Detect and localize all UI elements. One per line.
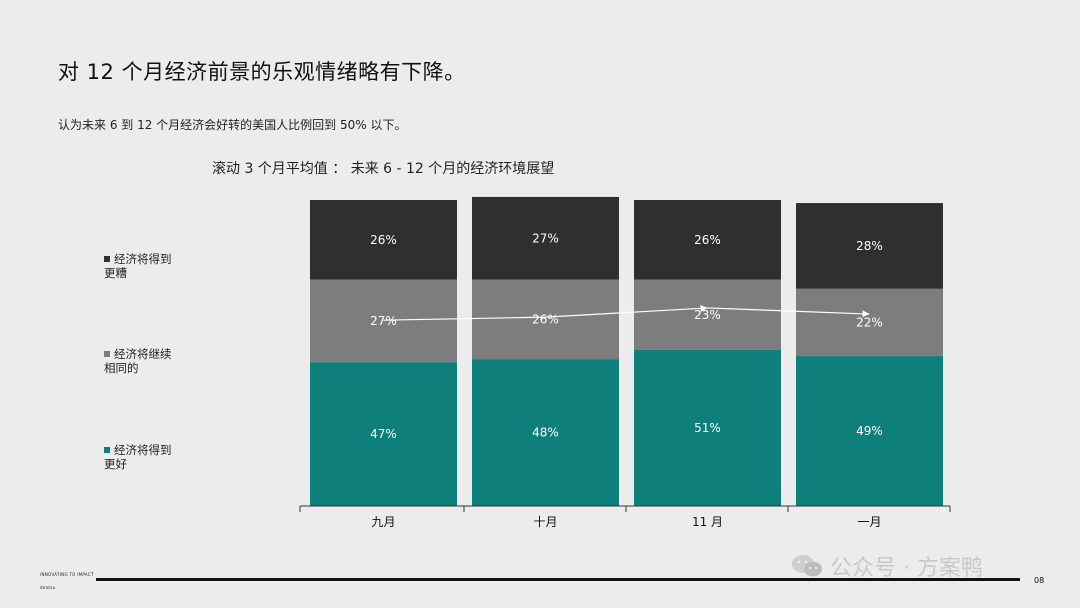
data-label: 26% bbox=[694, 233, 721, 247]
data-label: 47% bbox=[370, 427, 397, 441]
watermark: 公众号 · 方案鸭 bbox=[790, 550, 983, 582]
page-number: 08 bbox=[1034, 576, 1045, 585]
legend-item-same: 经济将继续 相同的 bbox=[104, 347, 204, 375]
bar-segment bbox=[472, 359, 619, 506]
data-label: 27% bbox=[532, 231, 559, 245]
legend-item-worse: 经济将得到 更糟 bbox=[104, 252, 204, 280]
trend-line bbox=[383, 307, 870, 321]
data-label: 51% bbox=[694, 421, 721, 435]
legend-item-better: 经济将得到 更好 bbox=[104, 443, 204, 471]
data-label: 49% bbox=[856, 424, 883, 438]
bar-segment bbox=[634, 349, 781, 506]
wechat-icon bbox=[792, 555, 822, 577]
bar-segment bbox=[472, 196, 619, 280]
brand-logo-text: dentsu bbox=[40, 585, 56, 590]
data-label: 26% bbox=[532, 312, 559, 326]
legend-label-worse: 经济将得到 更糟 bbox=[104, 252, 172, 280]
bar-segment bbox=[472, 279, 619, 360]
footer-rule bbox=[96, 578, 1020, 581]
data-label: 28% bbox=[856, 239, 883, 253]
legend-swatch-same bbox=[104, 351, 110, 357]
bar-segment bbox=[796, 288, 943, 357]
x-tick-label: 九月 bbox=[371, 515, 395, 529]
page-title: 对 12 个月经济前景的乐观情绪略有下降。 bbox=[58, 60, 466, 84]
watermark-text: 公众号 · 方案鸭 bbox=[830, 556, 983, 581]
x-tick-label: 11 月 bbox=[692, 515, 723, 529]
bar-segment bbox=[634, 279, 781, 350]
brand-tagline: INNOVATING TO IMPACT bbox=[40, 572, 94, 577]
trend-arrowhead bbox=[700, 304, 708, 312]
data-label: 26% bbox=[370, 233, 397, 247]
chart-title: 滚动 3 个月平均值 ： 未来 6 - 12 个月的经济环境展望 bbox=[212, 161, 555, 177]
bar-segment bbox=[310, 279, 457, 363]
bar-segment bbox=[796, 203, 943, 289]
bar-segment bbox=[310, 362, 457, 506]
page-subtitle: 认为未来 6 到 12 个月经济会好转的美国人比例回到 50% 以下。 bbox=[58, 118, 407, 132]
legend-label-better: 经济将得到 更好 bbox=[104, 443, 172, 471]
data-label: 48% bbox=[532, 426, 559, 440]
x-tick-label: 十月 bbox=[533, 515, 557, 529]
legend-swatch-better bbox=[104, 447, 110, 453]
data-label: 27% bbox=[370, 314, 397, 328]
bar-segment bbox=[310, 200, 457, 280]
bar-segment bbox=[634, 200, 781, 280]
data-label: 22% bbox=[856, 315, 883, 329]
x-tick-label: 一月 bbox=[857, 515, 881, 529]
legend-swatch-worse bbox=[104, 256, 110, 262]
trend-arrowhead bbox=[862, 310, 870, 318]
legend-label-same: 经济将继续 相同的 bbox=[104, 347, 172, 375]
data-label: 23% bbox=[694, 308, 721, 322]
bar-segment bbox=[796, 356, 943, 506]
